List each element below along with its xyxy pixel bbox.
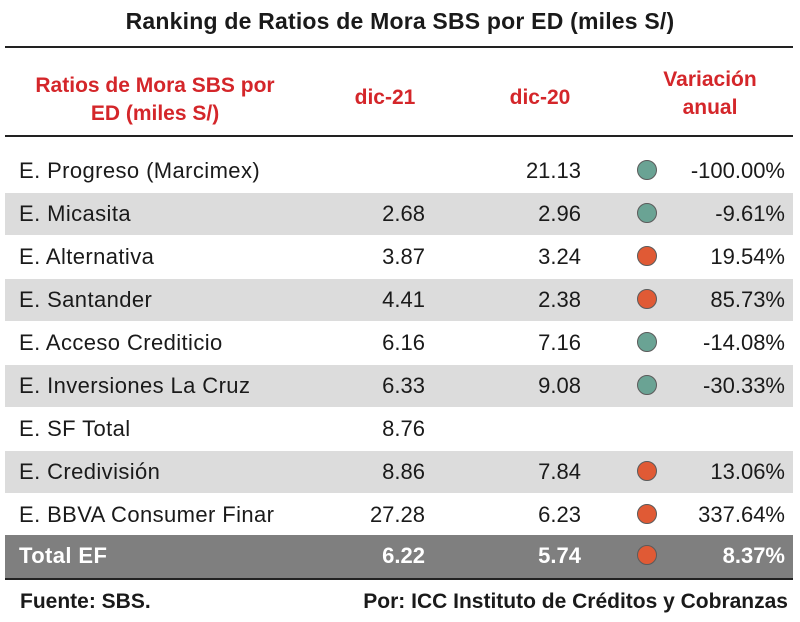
value-dic20: 7.16 xyxy=(538,330,581,355)
table-row: E. Inversiones La Cruz 6.33 9.08 -30.33% xyxy=(5,365,793,407)
entity-name: Total EF xyxy=(19,543,108,568)
total-row: Total EF 6.22 5.74 8.37% xyxy=(5,535,793,578)
variation-value: 19.54% xyxy=(710,244,785,269)
value-dic20 xyxy=(491,408,581,450)
table-row: E. SF Total 8.76 xyxy=(5,408,793,450)
table-row: E. BBVA Consumer Finar 27.28 6.23 337.64% xyxy=(5,494,793,536)
entity-name: E. Santander xyxy=(19,287,153,312)
indicator-cell xyxy=(635,193,661,235)
value-dic21: 27.28 xyxy=(369,502,425,527)
header-divider xyxy=(5,135,793,137)
table-row: E. Acceso Crediticio 6.16 7.16 -14.08% xyxy=(5,322,793,364)
entity-name: E. Credivisión xyxy=(19,459,161,484)
value-dic21: 3.87 xyxy=(382,244,425,269)
variation-value: 337.64% xyxy=(698,502,785,527)
value-dic21: 4.41 xyxy=(382,287,425,312)
indicator-cell xyxy=(635,535,661,577)
header-variation: Variación anual xyxy=(640,66,780,122)
header-variation-line2: anual xyxy=(682,96,738,119)
header-entity-line1: Ratios de Mora SBS por xyxy=(35,74,275,97)
value-dic21 xyxy=(335,150,425,192)
value-dic20: 21.13 xyxy=(525,158,581,183)
green-circle-icon xyxy=(637,332,657,352)
table-row: E. Credivisión 8.86 7.84 13.06% xyxy=(5,451,793,493)
variation-value: -9.61% xyxy=(715,201,785,226)
entity-name: E. Alternativa xyxy=(19,244,155,269)
indicator-cell xyxy=(635,365,661,407)
variation-value: 13.06% xyxy=(710,459,785,484)
variation-value: -30.33% xyxy=(703,373,785,398)
header-variation-line1: Variación xyxy=(663,68,757,91)
title-divider xyxy=(5,46,793,48)
indicator-cell xyxy=(635,236,661,278)
orange-circle-icon xyxy=(637,289,657,309)
header-entity: Ratios de Mora SBS por ED (miles S/) xyxy=(10,72,300,128)
footer-credit: Por: ICC Instituto de Créditos y Cobranz… xyxy=(363,590,788,613)
indicator-cell xyxy=(635,451,661,493)
indicator-cell xyxy=(635,279,661,321)
table-row: E. Santander 4.41 2.38 85.73% xyxy=(5,279,793,321)
value-dic21: 2.68 xyxy=(382,201,425,226)
value-dic20: 2.96 xyxy=(538,201,581,226)
variation-value xyxy=(645,408,785,450)
value-dic20: 3.24 xyxy=(538,244,581,269)
value-dic21: 8.76 xyxy=(382,416,425,441)
orange-circle-icon xyxy=(637,545,657,565)
variation-value: 8.37% xyxy=(722,543,785,568)
variation-value: -100.00% xyxy=(690,158,785,183)
green-circle-icon xyxy=(637,203,657,223)
orange-circle-icon xyxy=(637,461,657,481)
entity-name: E. Micasita xyxy=(19,201,131,226)
header-entity-line2: ED (miles S/) xyxy=(90,102,220,125)
orange-circle-icon xyxy=(637,504,657,524)
indicator-cell xyxy=(635,494,661,536)
value-dic21: 6.33 xyxy=(382,373,425,398)
entity-name: E. Inversiones La Cruz xyxy=(19,373,251,398)
entity-name: E. SF Total xyxy=(19,416,131,441)
value-dic20: 7.84 xyxy=(538,459,581,484)
table-title: Ranking de Ratios de Mora SBS por ED (mi… xyxy=(125,8,675,34)
variation-value: -14.08% xyxy=(703,330,785,355)
green-circle-icon xyxy=(637,375,657,395)
entity-name: E. Progreso (Marcimex) xyxy=(19,158,261,183)
footer-source: Fuente: SBS. xyxy=(20,590,151,613)
table-row: E. Alternativa 3.87 3.24 19.54% xyxy=(5,236,793,278)
green-circle-icon xyxy=(637,160,657,180)
entity-name: E. BBVA Consumer Finar xyxy=(19,502,275,527)
header-dic21: dic-21 xyxy=(354,86,416,109)
total-divider xyxy=(5,578,793,580)
value-dic21: 8.86 xyxy=(382,459,425,484)
value-dic21: 6.16 xyxy=(382,330,425,355)
table-row: E. Progreso (Marcimex) 21.13 -100.00% xyxy=(5,150,793,192)
header-dic20: dic-20 xyxy=(509,86,571,109)
indicator-cell xyxy=(635,322,661,364)
value-dic20: 5.74 xyxy=(538,543,581,568)
value-dic21: 6.22 xyxy=(382,543,425,568)
entity-name: E. Acceso Crediticio xyxy=(19,330,223,355)
variation-value: 85.73% xyxy=(710,287,785,312)
value-dic20: 6.23 xyxy=(538,502,581,527)
table-row: E. Micasita 2.68 2.96 -9.61% xyxy=(5,193,793,235)
value-dic20: 9.08 xyxy=(538,373,581,398)
value-dic20: 2.38 xyxy=(538,287,581,312)
indicator-cell xyxy=(635,150,661,192)
orange-circle-icon xyxy=(637,246,657,266)
